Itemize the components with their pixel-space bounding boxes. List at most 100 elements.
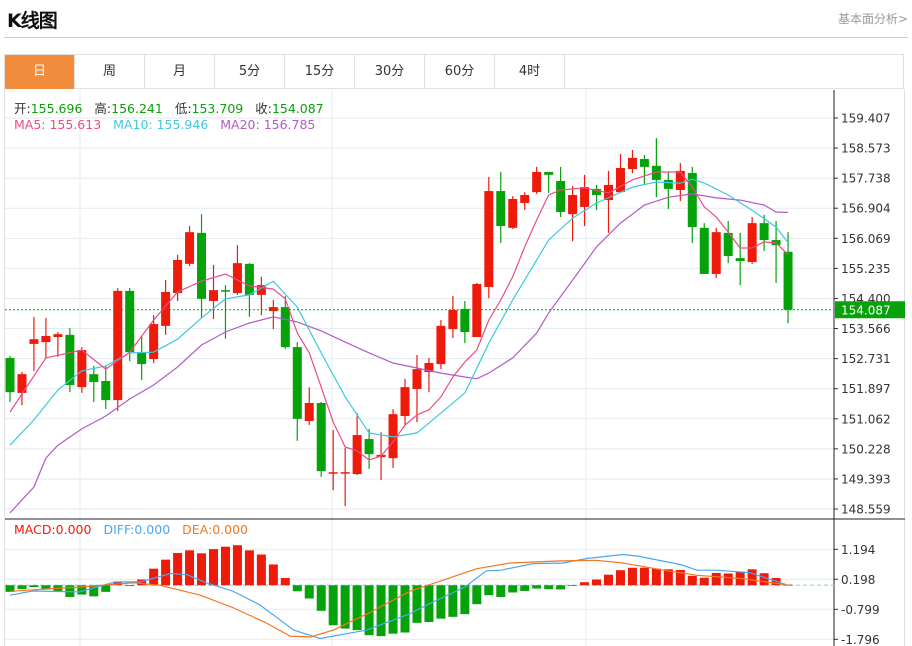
macd-bar: [17, 585, 27, 590]
candle-down: [292, 347, 302, 419]
macd-bar: [388, 585, 398, 634]
candle-down: [783, 251, 793, 310]
macd-tick-label: 1.194: [841, 543, 875, 557]
macd-bar: [232, 545, 242, 586]
candle-up: [448, 310, 458, 330]
candle-up: [352, 435, 362, 475]
candle-up: [580, 187, 590, 207]
candle-down: [280, 307, 290, 348]
macd-bar: [77, 585, 87, 595]
candle-up: [304, 402, 314, 422]
macd-bar: [41, 585, 51, 590]
current-price-badge: [835, 301, 905, 319]
chart-frame: [4, 89, 905, 646]
macd-bar: [639, 567, 649, 586]
tab-month[interactable]: 月: [145, 55, 215, 89]
candle-down: [735, 258, 745, 261]
candle-down: [699, 227, 709, 274]
macd-bar: [544, 585, 554, 590]
macd-bar: [280, 578, 290, 586]
high-label: 高:: [94, 101, 112, 116]
macd-bar: [340, 585, 350, 629]
candle-down: [723, 232, 733, 256]
price-tick-label: 152.731: [841, 352, 891, 366]
macd-bar: [352, 585, 362, 631]
macd-bar: [532, 585, 542, 589]
high-value: 156.241: [111, 101, 163, 116]
macd-bar: [101, 585, 111, 592]
candle-down: [663, 179, 673, 189]
candle-up: [520, 195, 530, 203]
macd-bar: [711, 572, 721, 586]
macd-legend: MACD:0.000 DIFF:0.000 DEA:0.000: [14, 522, 256, 537]
macd-bar: [472, 585, 482, 605]
candle-up: [53, 334, 63, 338]
macd-bar: [484, 585, 494, 596]
macd-bar: [675, 569, 685, 586]
candle-down: [220, 290, 230, 292]
price-tick-label: 155.235: [841, 262, 891, 276]
macd-bar: [580, 582, 590, 586]
macd-bar: [759, 573, 769, 586]
tab-5min[interactable]: 5分: [215, 55, 285, 89]
macd-bar: [244, 550, 254, 586]
macd-bar: [304, 585, 314, 599]
price-tick-label: 156.069: [841, 232, 891, 246]
candle-down: [89, 374, 99, 383]
ma20-line: [9, 193, 789, 514]
page-title: K线图: [7, 10, 58, 32]
macd-bar: [29, 585, 39, 588]
price-tick-label: 150.228: [841, 442, 891, 456]
fundamental-analysis-link[interactable]: 基本面分析>: [837, 12, 908, 26]
macd-bar: [687, 575, 697, 586]
diff-value: DIFF:0.000: [103, 522, 171, 537]
macd-bar: [125, 585, 135, 587]
tab-day[interactable]: 日: [5, 55, 75, 89]
candle-up: [436, 325, 446, 365]
candle-up: [185, 232, 195, 264]
macd-bar: [723, 573, 733, 586]
macd-bar: [508, 585, 518, 593]
macd-bar: [568, 585, 578, 587]
candle-up: [568, 195, 578, 215]
candle-up: [77, 350, 87, 388]
candle-down: [460, 308, 470, 332]
macd-bar: [556, 585, 566, 590]
candle-up: [532, 171, 542, 193]
ma-legend: MA5: 155.613 MA10: 155.946 MA20: 156.785: [14, 117, 323, 132]
diff-line: [9, 553, 789, 640]
tab-15min[interactable]: 15分: [285, 55, 355, 89]
macd-bar: [699, 577, 709, 586]
close-label: 收:: [255, 101, 272, 116]
price-tick-label: 157.738: [841, 172, 891, 186]
macd-bar: [592, 579, 602, 586]
candle-down: [592, 188, 602, 196]
candle-up: [615, 167, 625, 193]
macd-bar: [256, 554, 266, 586]
tab-week[interactable]: 周: [75, 55, 145, 89]
macd-bar: [268, 564, 278, 586]
macd-bar: [173, 553, 183, 586]
candle-down: [197, 232, 207, 299]
candle-down: [687, 173, 697, 228]
macd-bar: [328, 585, 338, 626]
close-value: 154.087: [271, 101, 324, 116]
candle-up: [484, 191, 494, 287]
price-tick-label: 151.062: [841, 412, 891, 426]
candle-up: [17, 374, 27, 393]
candle-down: [65, 334, 75, 385]
macd-bar: [316, 585, 326, 611]
open-value: 155.696: [30, 101, 83, 116]
tab-4hour[interactable]: 4时: [495, 55, 565, 89]
macd-bar: [520, 585, 530, 591]
tab-30min[interactable]: 30分: [355, 55, 425, 89]
macd-bar: [496, 585, 506, 597]
macd-bar: [220, 546, 230, 586]
candle-up: [256, 285, 266, 295]
divider: [4, 37, 908, 38]
candle-down: [316, 402, 326, 472]
macd-bar: [448, 585, 458, 617]
tab-60min[interactable]: 60分: [425, 55, 495, 89]
dea-line: [9, 559, 789, 638]
